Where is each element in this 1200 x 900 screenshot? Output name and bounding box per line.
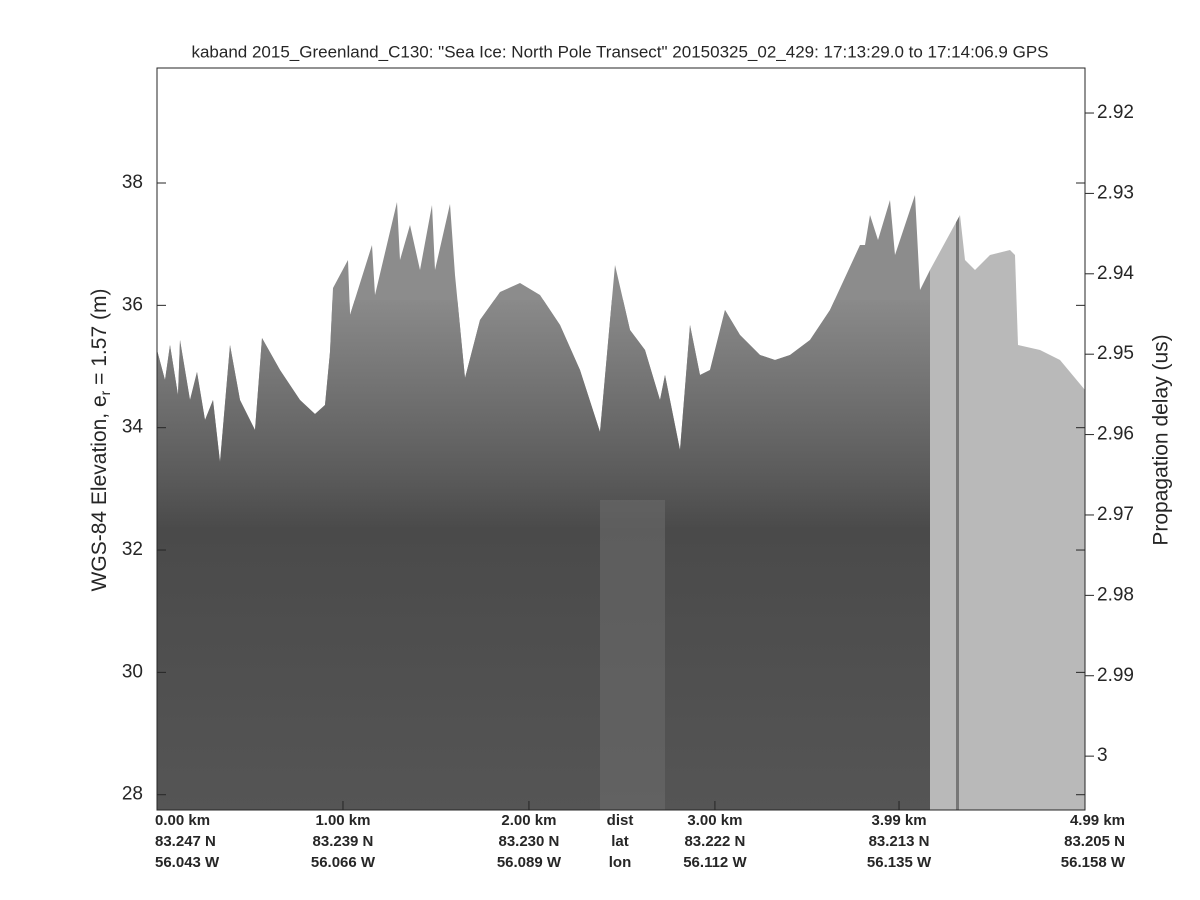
x-tick-label: 3.00 km [687,812,742,829]
y-tick-label: 30 [122,661,143,682]
x-tick-label: 2.00 km [501,812,556,829]
x-tick-lon: 56.089 W [497,854,562,871]
y2-axis-label: Propagation delay (us) [1150,334,1173,545]
x-tick-lat: 83.247 N [155,833,216,850]
y-label-part: = 1.57 (m) [88,289,111,391]
y-tick-label: 34 [122,417,144,438]
x-tick-lon: 56.066 W [311,854,376,871]
row-label: dist [607,812,634,829]
y-tick-label: 28 [122,784,143,805]
y2-tick-label: 2.95 [1097,343,1134,364]
x-tick-lat: 83.230 N [498,833,559,850]
x-tick-lat: 83.239 N [313,833,374,850]
x-tick-lon: 56.112 W [683,854,747,871]
y-axis-label: WGS-84 Elevation, er = 1.57 (m) [88,289,113,592]
x-tick-label: 1.00 km [315,812,370,829]
x-tick-lat: 83.222 N [684,833,745,850]
y2-tick-label: 2.93 [1097,182,1134,203]
x-tick-label: 4.99 km [1070,812,1125,829]
chart-title: kaband 2015_Greenland_C130: "Sea Ice: No… [191,42,1048,61]
x-tick-lat: 83.213 N [869,833,930,850]
y-tick-label: 36 [122,294,143,315]
y-tick-label: 32 [122,539,143,560]
y2-tick-label: 2.98 [1097,584,1134,605]
y2-tick-label: 2.92 [1097,102,1134,123]
axes-box [156,67,1086,811]
row-label: lon [609,854,632,871]
y-label-sub: r [97,390,113,395]
row-label: lat [611,833,629,850]
y2-tick-label: 3 [1097,745,1108,766]
x-tick-label: 0.00 km [155,812,210,829]
y2-tick-label: 2.96 [1097,424,1134,445]
y2-tick-label: 2.99 [1097,665,1134,686]
y2-tick-label: 2.97 [1097,504,1134,525]
x-tick-lon: 56.158 W [1061,854,1126,871]
x-tick-lat: 83.205 N [1064,833,1125,850]
y-tick-label: 38 [122,172,143,193]
x-tick-label: 3.99 km [872,812,927,829]
y2-tick-label: 2.94 [1097,263,1134,284]
x-tick-lon: 56.043 W [155,854,220,871]
x-tick-lon: 56.135 W [867,854,932,871]
y-label-part: WGS-84 Elevation, e [88,395,111,591]
